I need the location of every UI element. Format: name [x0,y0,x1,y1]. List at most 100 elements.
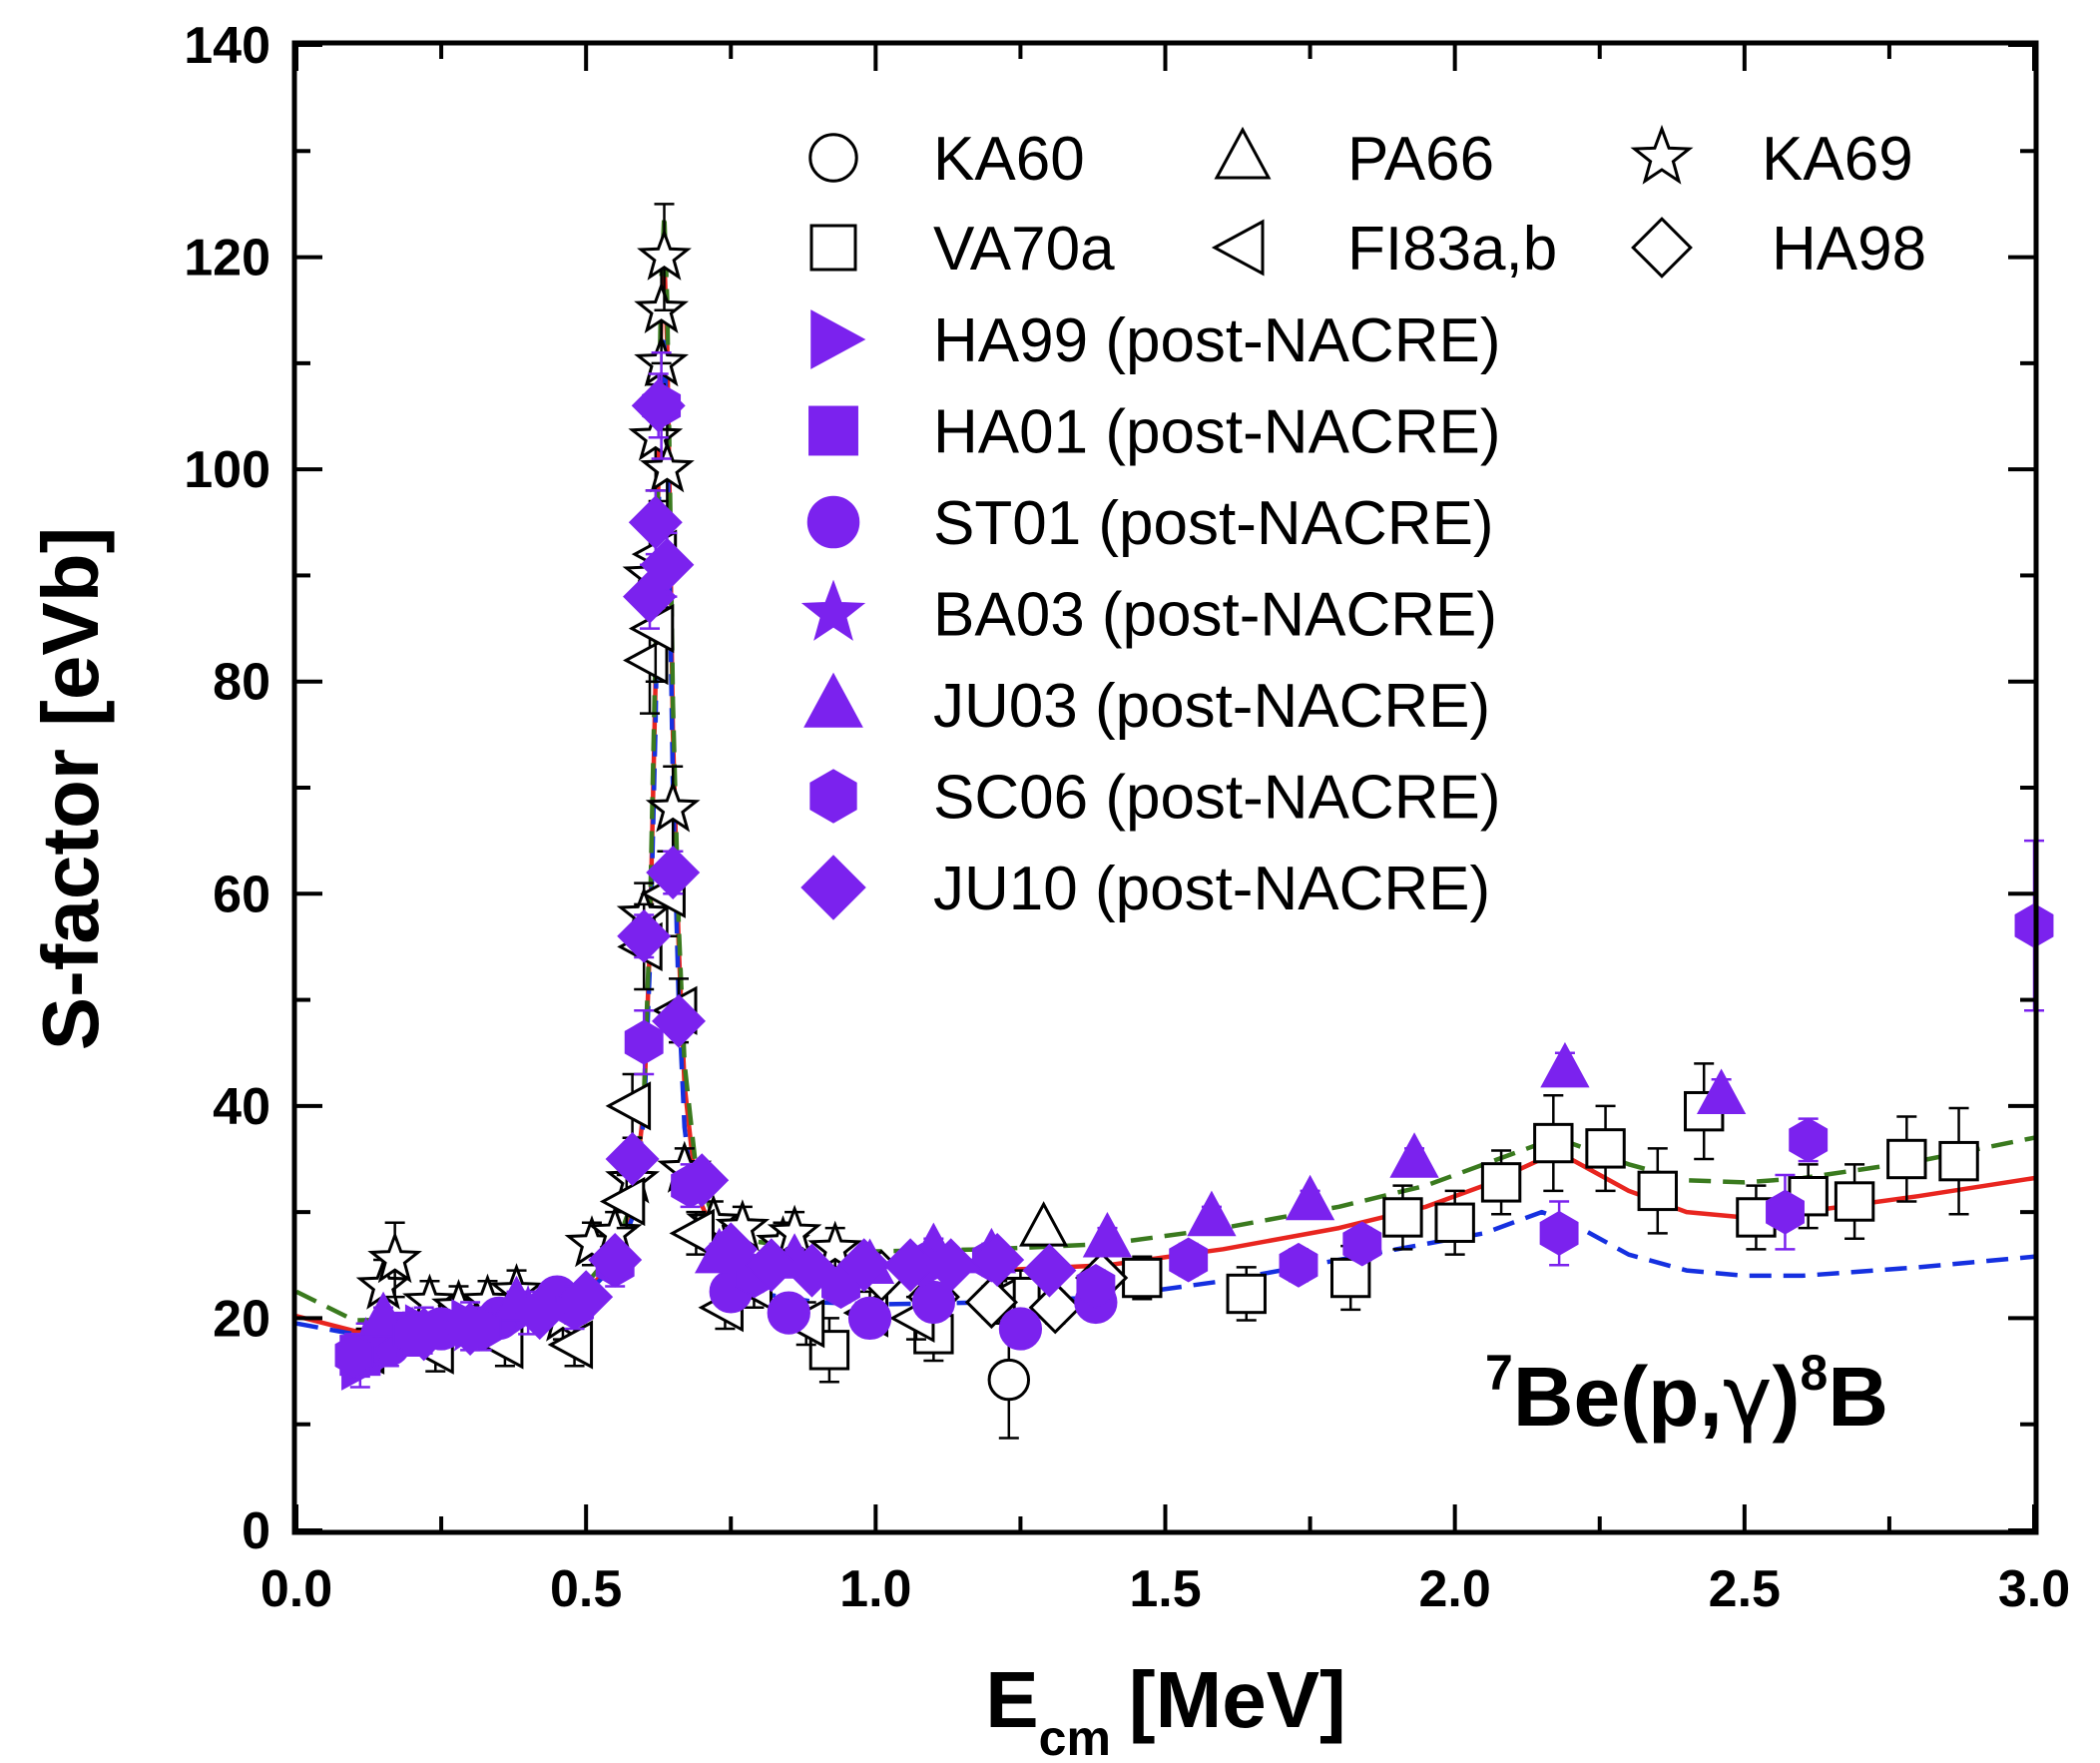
data-point [1226,1273,1267,1315]
legend-marker [1214,126,1272,180]
data-point [964,1275,1019,1330]
data-point [970,1232,1025,1287]
legend-entry: ST01 (post-NACRE) [806,489,1494,558]
legend-label: SC06 (post-NACRE) [933,764,1500,833]
data-point [1766,1189,1805,1235]
x-tick-label: 1.0 [839,1560,911,1618]
legend-label: JU10 (post-NACRE) [933,855,1490,923]
data-point [1382,1197,1423,1238]
legend-marker [800,579,866,641]
legend-label: KA60 [933,125,1085,194]
legend-entry: HA01 (post-NACRE) [808,398,1500,467]
data-point [1285,1174,1335,1221]
data-point [652,993,707,1048]
y-axis-title: S-factor [eVb] [26,527,115,1051]
legend-label: ST01 (post-NACRE) [933,489,1494,558]
data-point [599,1176,646,1227]
data-point [911,1280,955,1325]
y-tick-label: 120 [184,230,270,288]
legend-entry: JU03 (post-NACRE) [803,672,1490,741]
data-point [836,1238,891,1293]
y-tick-label: 0 [242,1502,270,1560]
data-point [1539,1210,1579,1256]
data-point [744,1238,798,1293]
legend-entry: SC06 (post-NACRE) [809,764,1500,833]
legend-entry: FI83a,b [1211,215,1557,284]
reaction-base: Be(p, [1513,1350,1723,1444]
legend-entry: HA98 [1631,215,1926,284]
legend-marker [806,495,860,549]
legend-entry: JU10 (post-NACRE) [800,855,1490,923]
x-tick-label: 0.5 [550,1560,622,1618]
data-points [334,203,2054,1440]
data-point [807,1220,863,1273]
data-point [1122,1257,1163,1299]
data-point [1533,1122,1574,1164]
y-tick-label: 20 [213,1290,270,1348]
reaction-pre-superscript: 7 [1485,1345,1513,1401]
legend-entry: PA66 [1214,125,1494,194]
data-point [1279,1242,1318,1288]
data-point [631,378,686,433]
data-point [1480,1162,1522,1203]
legend-label: KA69 [1762,125,1913,194]
x-axis-title-subscript: cm [1039,1710,1111,1763]
legend-marker [1630,124,1694,185]
data-point [559,1270,614,1325]
x-axis-title: Ecm [MeV] [985,1655,1345,1763]
legend-marker [803,672,863,728]
data-point [1082,1211,1133,1258]
data-point [588,1232,643,1287]
data-point [1789,1117,1829,1163]
legend-label: BA03 (post-NACRE) [933,581,1497,650]
data-point [634,281,690,334]
legend-marker [809,769,857,824]
data-point [1696,1068,1747,1114]
data-point [617,908,672,963]
data-point [334,1333,374,1379]
data-point [808,1330,850,1371]
data-point [645,780,701,833]
legend-label: HA01 (post-NACRE) [933,398,1500,467]
y-tick-label: 60 [213,866,270,923]
data-point [628,408,684,461]
data-point [637,228,692,281]
legend-label: HA98 [1772,215,1926,284]
data-point [998,1307,1043,1351]
reaction-tail: B [1828,1350,1888,1444]
legend-entry: KA69 [1630,124,1913,194]
legend-marker [800,855,866,920]
x-tick-label: 2.0 [1419,1560,1491,1618]
y-tick-label: 100 [184,441,270,499]
data-point [640,537,695,592]
y-tick-label: 140 [184,17,270,75]
legend-entry: BA03 (post-NACRE) [800,579,1497,650]
legend-marker [808,405,858,456]
data-point [1342,1221,1382,1267]
data-point [1169,1237,1209,1283]
legend-label: FI83a,b [1347,215,1557,284]
x-axis-title-main: E [985,1655,1038,1744]
reaction-superscript: 8 [1801,1345,1829,1401]
legend-entry: KA60 [808,125,1085,194]
legend-marker [1211,219,1265,277]
legend-marker [810,309,866,369]
data-point [1834,1181,1875,1222]
series-va70a [808,1062,1979,1384]
x-tick-label: 2.5 [1709,1560,1781,1618]
plot-frame [291,40,2039,1535]
data-point [624,1019,664,1065]
legend-label: HA99 (post-NACRE) [933,306,1500,375]
data-point [669,1208,715,1259]
data-point [1585,1128,1626,1169]
data-point [547,1320,594,1370]
data-point [646,846,701,900]
data-point [443,1302,498,1357]
data-point [639,440,695,493]
reaction-greek: γ [1723,1348,1773,1446]
data-point [605,1081,652,1131]
data-point [1434,1202,1475,1243]
legend-entry: VA70a [809,215,1115,284]
data-point [1187,1190,1237,1237]
